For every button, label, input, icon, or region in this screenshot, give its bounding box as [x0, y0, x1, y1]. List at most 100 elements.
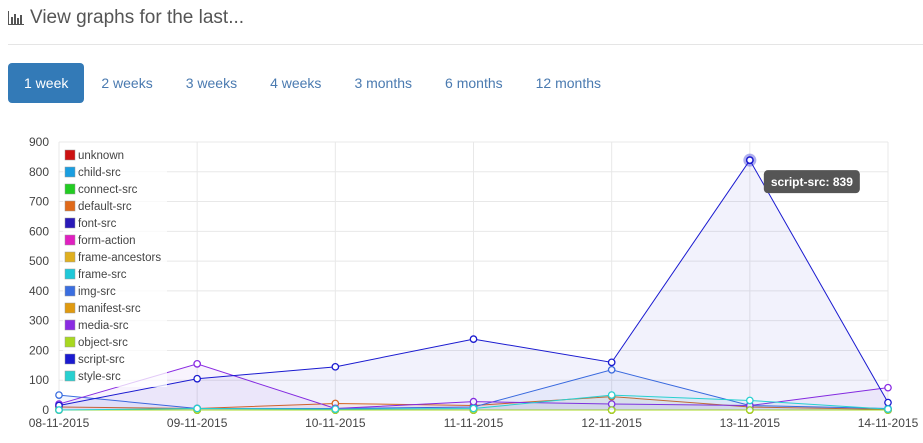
- legend-item: script-src: [64, 353, 125, 366]
- x-axis: 08-11-2015 09-11-2015 10-11-2015 11-11-2015…: [29, 416, 919, 430]
- page-title: View graphs for the last...: [30, 7, 245, 28]
- divider: [8, 44, 923, 45]
- legend-item: media-src: [64, 319, 129, 332]
- legend-item: frame-ancestors: [64, 251, 161, 264]
- legend-label: img-src: [78, 286, 116, 298]
- legend-item: unknown: [64, 149, 124, 162]
- legend-label: font-src: [78, 218, 117, 230]
- legend-swatch: [64, 353, 76, 365]
- data-point: [193, 404, 202, 413]
- data-point: [469, 335, 478, 343]
- legend-swatch: [64, 319, 76, 331]
- legend-label: child-src: [78, 167, 121, 179]
- legend-swatch: [64, 285, 76, 297]
- data-point: [55, 391, 63, 399]
- legend-swatch: [64, 200, 76, 212]
- tooltip: script-src: 839: [743, 153, 860, 194]
- tab-3-months[interactable]: 3 months: [354, 75, 413, 91]
- data-point: [884, 398, 892, 407]
- data-point: [884, 383, 892, 392]
- y-tick-label: 700: [29, 195, 49, 209]
- legend-label: frame-ancestors: [78, 252, 161, 264]
- legend-swatch: [64, 302, 76, 314]
- legend-swatch: [64, 217, 76, 229]
- legend-item: default-src: [64, 200, 132, 213]
- tab-3-weeks[interactable]: 3 weeks: [185, 75, 238, 91]
- data-point: [55, 406, 63, 414]
- legend-swatch: [64, 234, 76, 246]
- legend-label: manifest-src: [78, 303, 141, 315]
- x-tick-label: 11-11-2015: [444, 416, 504, 430]
- bar-chart-icon: [8, 11, 24, 25]
- legend-item: object-src: [64, 336, 128, 349]
- data-point: [607, 391, 616, 399]
- data-point: [884, 405, 892, 413]
- range-tabs: 1 week 2 weeks 3 weeks 4 weeks 3 months …: [8, 63, 618, 103]
- tab-6-months[interactable]: 6 months: [445, 75, 503, 91]
- series-area: [59, 160, 888, 410]
- data-point: [745, 406, 754, 414]
- legend-item: font-src: [64, 217, 117, 230]
- legend-label: frame-src: [78, 269, 127, 281]
- y-tick-label: 0: [42, 403, 49, 417]
- highlight-point: [745, 156, 754, 165]
- tab-4-weeks[interactable]: 4 weeks: [270, 75, 322, 91]
- legend-item: manifest-src: [64, 302, 141, 315]
- x-tick-label: 08-11-2015: [29, 416, 90, 430]
- legend-item: form-action: [64, 234, 136, 247]
- data-point: [193, 359, 202, 368]
- legend-swatch: [64, 183, 76, 195]
- legend-label: form-action: [78, 235, 136, 247]
- legend-label: script-src: [78, 354, 125, 366]
- line-chart: 0 100 200 300 400 500 600 700 800 900 08-11-2015 09…: [29, 135, 919, 430]
- y-tick-label: 200: [29, 343, 49, 357]
- y-tick-label: 300: [29, 314, 49, 328]
- series-area: [59, 369, 888, 410]
- x-tick-label: 14-11-2015: [858, 416, 919, 430]
- legend-item: style-src: [64, 370, 121, 383]
- x-tick-label: 10-11-2015: [305, 416, 366, 430]
- data-point: [607, 358, 616, 367]
- series-area: [59, 395, 888, 410]
- data-point: [331, 405, 340, 413]
- legend-swatch: [64, 251, 76, 263]
- y-axis: 0 100 200 300 400 500 600 700 800 900: [29, 135, 49, 417]
- tab-2-weeks[interactable]: 2 weeks: [101, 75, 153, 91]
- tab-1-week[interactable]: 1 week: [8, 63, 85, 103]
- series-area: [59, 396, 888, 410]
- legend-item: img-src: [64, 285, 116, 298]
- legend: unknown child-src connect-src default-src fo…: [63, 147, 167, 387]
- tab-12-months[interactable]: 12 months: [535, 75, 601, 91]
- legend-label: object-src: [78, 337, 128, 349]
- x-tick-label: 09-11-2015: [167, 416, 228, 430]
- legend-item: child-src: [64, 166, 121, 179]
- data-point: [607, 406, 616, 414]
- legend-swatch: [64, 370, 76, 382]
- y-tick-label: 600: [29, 224, 49, 238]
- legend-swatch: [64, 268, 76, 280]
- y-tick-label: 900: [29, 135, 49, 149]
- y-tick-label: 800: [29, 165, 49, 179]
- legend-swatch: [64, 166, 76, 178]
- legend-swatch: [64, 336, 76, 348]
- legend-background: [63, 147, 167, 387]
- legend-label: style-src: [78, 371, 121, 383]
- legend-label: unknown: [78, 150, 124, 162]
- series-area: [59, 363, 888, 410]
- y-tick-label: 100: [29, 373, 49, 387]
- legend-label: media-src: [78, 320, 129, 332]
- y-tick-label: 500: [29, 254, 49, 268]
- data-point: [745, 396, 754, 405]
- grid-lines: [58, 141, 889, 411]
- data-point: [331, 362, 340, 371]
- legend-swatch: [64, 149, 76, 161]
- legend-item: connect-src: [64, 183, 138, 196]
- x-tick-label: 12-11-2015: [581, 416, 642, 430]
- tooltip-box: [763, 170, 860, 194]
- data-point: [193, 374, 202, 383]
- data-point: [469, 404, 478, 413]
- y-tick-label: 400: [29, 284, 49, 298]
- series-group: [55, 156, 892, 414]
- series-style-src: [55, 391, 892, 414]
- legend-item: frame-src: [64, 268, 127, 281]
